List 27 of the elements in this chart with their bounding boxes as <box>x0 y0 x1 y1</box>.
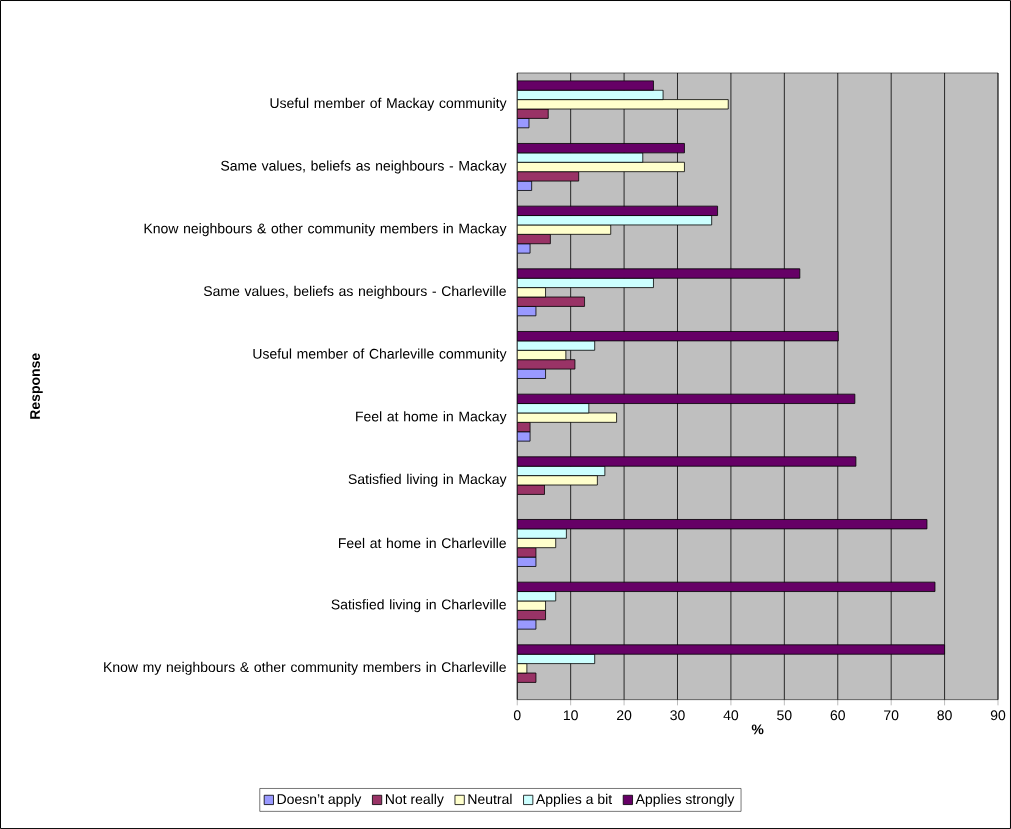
x-axis-title: % <box>751 724 764 735</box>
y-tick-label: Satisfied living in Mackay <box>348 473 507 487</box>
x-tick-label: 60 <box>830 710 845 721</box>
legend-label: Neutral <box>468 793 512 805</box>
y-tick-label: Satisfied living in Charleville <box>331 599 506 613</box>
y-tick-label: Same values, beliefs as neighbours - Charleville <box>203 285 506 299</box>
y-tick-label: Useful member of Mackay community <box>270 97 507 111</box>
legend-label: Doesn’t apply <box>277 793 362 807</box>
y-tick-label: Feel at home in Mackay <box>356 411 507 425</box>
x-tick-label: 90 <box>990 710 1006 721</box>
x-tick-label: 50 <box>777 710 792 721</box>
legend-label: Applies a bit <box>535 793 613 807</box>
y-tick-label: Useful member of Charleville community <box>253 348 507 362</box>
x-tick-label: 70 <box>884 710 899 721</box>
x-tick-label: 20 <box>617 710 632 721</box>
x-tick-label: 40 <box>723 710 739 721</box>
x-tick-label: 30 <box>670 710 685 721</box>
y-axis-title: Response <box>30 353 43 419</box>
y-tick-label: Know neighbours & other community members in Mackay <box>144 223 507 237</box>
x-tick-label: 80 <box>937 710 952 721</box>
legend-label: Not really <box>385 793 444 807</box>
y-tick-label: Know my neighbours & other community members in Charleville <box>104 661 506 675</box>
x-tick-label: 10 <box>563 710 578 721</box>
legend-label: Applies strongly <box>635 793 735 807</box>
y-tick-label: Feel at home in Charleville <box>339 537 506 549</box>
x-tick-label: 0 <box>513 710 521 721</box>
y-tick-label: Same values, beliefs as neighbours - Mackay <box>221 160 507 174</box>
